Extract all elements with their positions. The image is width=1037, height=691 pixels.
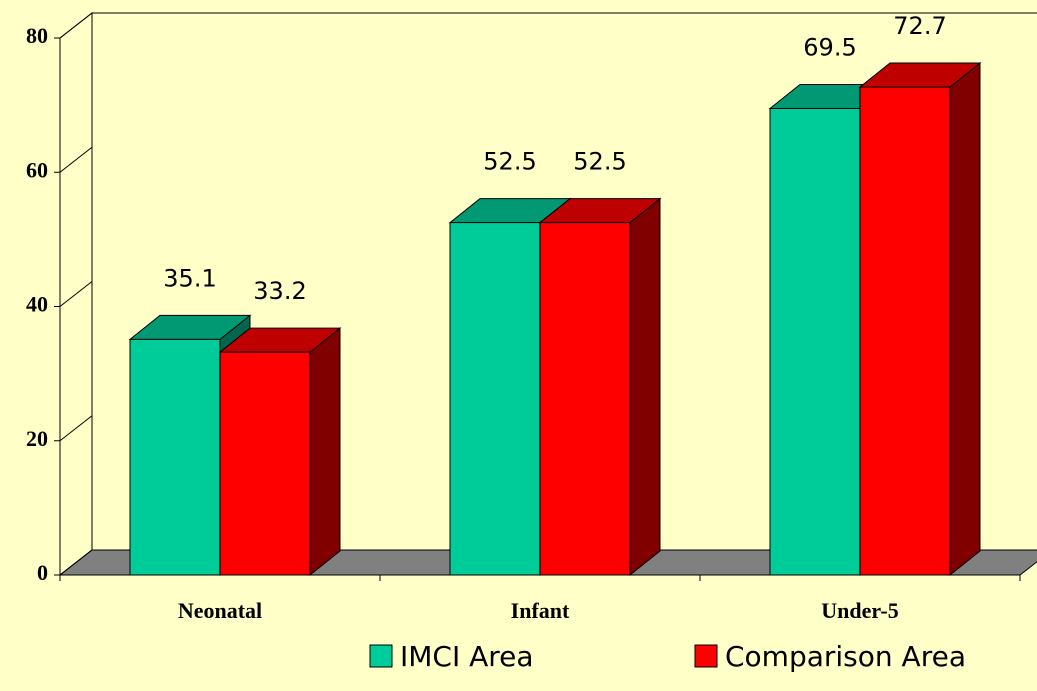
x-tick-label: Neonatal <box>178 598 262 623</box>
y-tick-label: 20 <box>26 426 48 451</box>
bar <box>769 107 861 576</box>
bar <box>129 338 221 576</box>
y-tick-label: 40 <box>26 292 48 317</box>
value-label: 52.5 <box>573 148 626 176</box>
x-tick-label: Infant <box>511 598 570 623</box>
bar <box>539 222 631 576</box>
value-label: 33.2 <box>253 277 306 305</box>
bar <box>449 222 541 576</box>
bar <box>859 86 951 576</box>
bar-side <box>309 327 341 577</box>
x-tick-label: Under-5 <box>821 598 898 623</box>
y-tick-label: 0 <box>37 560 48 585</box>
grid-line <box>59 146 93 173</box>
legend-label: Comparison Area <box>725 640 966 673</box>
value-label: 69.5 <box>803 33 856 61</box>
grid-line <box>59 549 93 576</box>
legend: IMCI Area Comparison Area <box>369 640 966 673</box>
grid-line <box>59 12 93 39</box>
bar-side <box>949 61 981 577</box>
bar <box>219 351 311 576</box>
legend-swatch <box>694 644 718 668</box>
y-tick-label: 60 <box>26 157 48 182</box>
legend-swatch <box>369 644 393 668</box>
grid-line <box>59 281 93 307</box>
value-label: 35.1 <box>163 264 216 292</box>
value-label: 52.5 <box>483 148 536 176</box>
legend-label: IMCI Area <box>400 640 534 673</box>
value-label: 72.7 <box>893 12 946 40</box>
y-tick-label: 80 <box>26 23 48 48</box>
grid-line <box>59 415 93 442</box>
bar-side <box>629 197 661 577</box>
